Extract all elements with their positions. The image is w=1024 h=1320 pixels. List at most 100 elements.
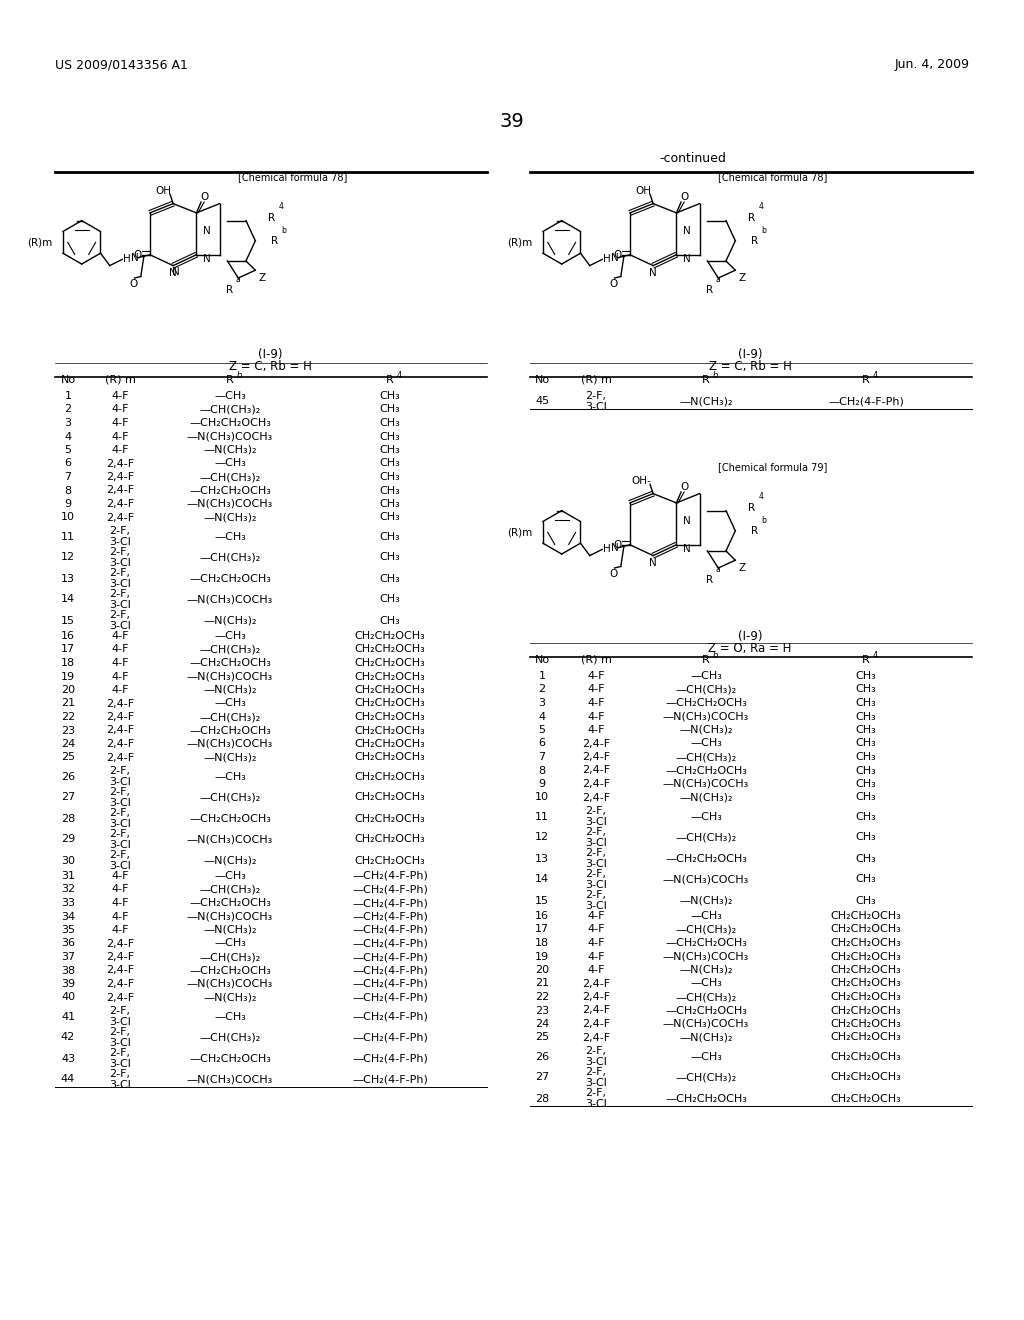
Text: 2: 2 (539, 685, 546, 694)
Text: —CH₂CH₂OCH₃: —CH₂CH₂OCH₃ (665, 1093, 746, 1104)
Text: 3: 3 (65, 418, 72, 428)
Text: 4-F: 4-F (112, 898, 129, 908)
Text: 29: 29 (60, 834, 75, 845)
Text: CH₃: CH₃ (856, 766, 877, 776)
Text: 3-Cl: 3-Cl (110, 840, 131, 850)
Text: 15: 15 (535, 895, 549, 906)
Text: —CH₂(4-F-Ph): —CH₂(4-F-Ph) (352, 993, 428, 1002)
Text: (R) m: (R) m (581, 655, 611, 665)
Text: CH₃: CH₃ (856, 792, 877, 803)
Text: No: No (535, 655, 550, 665)
Text: 2-F,: 2-F, (110, 1027, 130, 1038)
Text: 4-F: 4-F (112, 871, 129, 880)
Text: 1: 1 (539, 671, 546, 681)
Text: 4-F: 4-F (112, 631, 129, 642)
Text: —CH₃: —CH₃ (690, 671, 722, 681)
Text: —CH(CH₃)₂: —CH(CH₃)₂ (200, 644, 261, 655)
Text: 26: 26 (535, 1052, 549, 1061)
Text: [Chemical formula 78]: [Chemical formula 78] (718, 172, 827, 182)
Text: R: R (702, 655, 710, 665)
Text: O: O (680, 482, 688, 492)
Text: H: H (603, 544, 610, 554)
Text: 4-F: 4-F (587, 725, 605, 735)
Text: —CH(CH₃)₂: —CH(CH₃)₂ (676, 993, 736, 1002)
Text: CH₂CH₂OCH₃: CH₂CH₂OCH₃ (830, 993, 901, 1002)
Text: —CH₃: —CH₃ (214, 1011, 246, 1022)
Text: CH₂CH₂OCH₃: CH₂CH₂OCH₃ (354, 657, 425, 668)
Text: 27: 27 (60, 792, 75, 803)
Text: (I-9): (I-9) (737, 630, 762, 643)
Text: CH₂CH₂OCH₃: CH₂CH₂OCH₃ (354, 771, 425, 781)
Text: 2,4-F: 2,4-F (582, 993, 610, 1002)
Text: 4-F: 4-F (112, 925, 129, 935)
Text: 4-F: 4-F (587, 911, 605, 921)
Text: —CH₂(4-F-Ph): —CH₂(4-F-Ph) (352, 965, 428, 975)
Text: 14: 14 (61, 594, 75, 605)
Text: —CH₃: —CH₃ (690, 1052, 722, 1061)
Text: 3-Cl: 3-Cl (110, 601, 131, 610)
Text: 24: 24 (535, 1019, 549, 1030)
Text: —CH₃: —CH₃ (214, 458, 246, 469)
Text: 4-F: 4-F (112, 391, 129, 401)
Text: CH₂CH₂OCH₃: CH₂CH₂OCH₃ (830, 1072, 901, 1082)
Text: —CH₂CH₂OCH₃: —CH₂CH₂OCH₃ (665, 766, 746, 776)
Text: R: R (751, 236, 758, 246)
Text: —CH(CH₃)₂: —CH(CH₃)₂ (676, 752, 736, 762)
Text: CH₃: CH₃ (856, 895, 877, 906)
Text: —CH₂CH₂OCH₃: —CH₂CH₂OCH₃ (189, 813, 271, 824)
Text: 4-F: 4-F (587, 671, 605, 681)
Text: 2-F,: 2-F, (110, 829, 130, 840)
Text: —N(CH₃)₂: —N(CH₃)₂ (203, 615, 257, 626)
Text: US 2009/0143356 A1: US 2009/0143356 A1 (55, 58, 187, 71)
Text: 2,4-F: 2,4-F (105, 993, 134, 1002)
Text: R: R (706, 576, 713, 585)
Text: 27: 27 (535, 1072, 549, 1082)
Text: CH₃: CH₃ (380, 615, 400, 626)
Text: 2-F,: 2-F, (110, 568, 130, 578)
Text: 6: 6 (65, 458, 72, 469)
Text: b: b (713, 651, 719, 660)
Text: 2,4-F: 2,4-F (582, 1006, 610, 1015)
Text: 16: 16 (61, 631, 75, 642)
Text: 18: 18 (61, 657, 75, 668)
Text: 3-Cl: 3-Cl (110, 818, 131, 829)
Text: —CH₂(4-F-Ph): —CH₂(4-F-Ph) (352, 979, 428, 989)
Text: 8: 8 (65, 486, 72, 495)
Text: 2-F,: 2-F, (110, 610, 130, 620)
Text: Jun. 4, 2009: Jun. 4, 2009 (895, 58, 970, 71)
Text: 3-Cl: 3-Cl (110, 579, 131, 589)
Text: CH₃: CH₃ (856, 874, 877, 884)
Text: CH₂CH₂OCH₃: CH₂CH₂OCH₃ (354, 752, 425, 763)
Text: —CH₂(4-F-Ph): —CH₂(4-F-Ph) (352, 912, 428, 921)
Text: —CH₂CH₂OCH₃: —CH₂CH₂OCH₃ (665, 939, 746, 948)
Text: CH₂CH₂OCH₃: CH₂CH₂OCH₃ (830, 1093, 901, 1104)
Text: 23: 23 (535, 1006, 549, 1015)
Text: 4-F: 4-F (587, 939, 605, 948)
Text: H: H (123, 255, 131, 264)
Text: N: N (172, 267, 180, 277)
Text: —CH₂CH₂OCH₃: —CH₂CH₂OCH₃ (189, 418, 271, 428)
Text: —N(CH₃)COCH₃: —N(CH₃)COCH₃ (663, 1019, 750, 1030)
Text: 4-F: 4-F (587, 952, 605, 961)
Text: 2-F,: 2-F, (586, 869, 606, 879)
Text: —N(CH₃)₂: —N(CH₃)₂ (203, 685, 257, 696)
Text: —N(CH₃)COCH₃: —N(CH₃)COCH₃ (663, 874, 750, 884)
Text: —CH₂(4-F-Ph): —CH₂(4-F-Ph) (352, 884, 428, 895)
Text: CH₃: CH₃ (856, 671, 877, 681)
Text: 2,4-F: 2,4-F (105, 458, 134, 469)
Text: 3-Cl: 3-Cl (585, 403, 607, 412)
Text: CH₃: CH₃ (856, 738, 877, 748)
Text: CH₂CH₂OCH₃: CH₂CH₂OCH₃ (354, 685, 425, 696)
Text: 28: 28 (60, 813, 75, 824)
Text: CH₃: CH₃ (380, 573, 400, 583)
Text: —N(CH₃)₂: —N(CH₃)₂ (679, 1032, 733, 1043)
Text: 21: 21 (61, 698, 75, 709)
Text: (I-9): (I-9) (258, 348, 283, 360)
Text: R: R (267, 213, 274, 223)
Text: —N(CH₃)₂: —N(CH₃)₂ (203, 512, 257, 523)
Text: —CH₃: —CH₃ (690, 738, 722, 748)
Text: 16: 16 (535, 911, 549, 921)
Text: 4-F: 4-F (587, 965, 605, 975)
Text: 25: 25 (535, 1032, 549, 1043)
Text: —N(CH₃)COCH₃: —N(CH₃)COCH₃ (186, 1074, 273, 1085)
